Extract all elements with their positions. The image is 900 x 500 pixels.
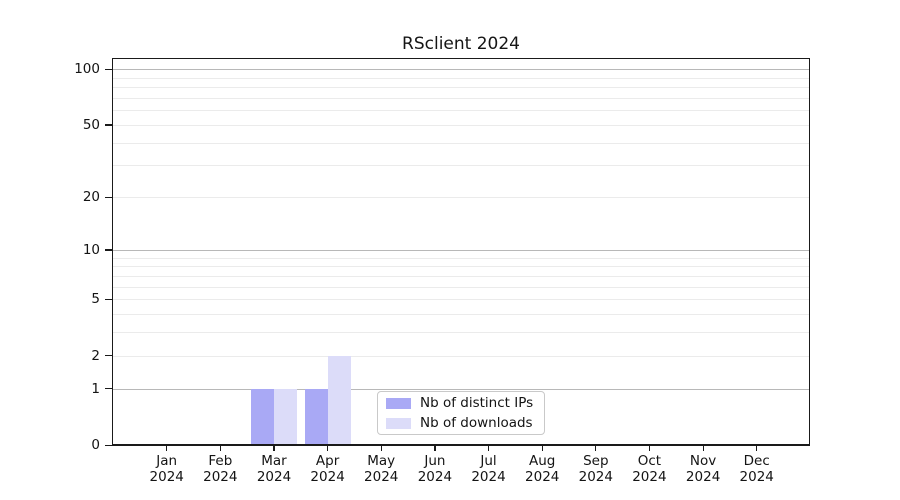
bar-apr-distinct-ips: [304, 388, 328, 445]
y-tick-mark: [105, 444, 112, 446]
x-tick-mark: [434, 445, 436, 451]
minor-gridline: [112, 197, 810, 199]
minor-gridline: [112, 77, 810, 79]
y-tick-label: 0: [91, 437, 100, 453]
y-tick-label: 100: [74, 61, 100, 78]
x-tick-label-jun: Jun 2024: [417, 453, 453, 485]
x-tick-label-jul: Jul 2024: [471, 453, 506, 485]
y-tick-label: 1: [91, 380, 100, 397]
minor-gridline: [112, 355, 810, 357]
y-tick-mark: [105, 388, 112, 390]
x-tick-mark: [380, 445, 382, 451]
y-tick-mark: [105, 124, 112, 126]
x-tick-mark: [487, 445, 490, 451]
x-tick-mark: [756, 445, 758, 451]
legend-label-distinct-ips: Nb of distinct IPs: [420, 395, 534, 411]
legend-label-downloads: Nb of downloads: [420, 415, 533, 431]
minor-gridline: [112, 124, 810, 126]
plot-area: 0 1 2 5 10 20 50 100 Jan 2024 Feb 2024 Mar 2024 Ap…: [74, 58, 811, 484]
legend-row-downloads: Nb of downloads: [386, 415, 536, 431]
x-tick-mark: [541, 445, 543, 451]
x-tick-label-feb: Feb 2024: [203, 453, 238, 485]
bar-mar-downloads: [274, 388, 297, 445]
y-tick-mark: [105, 298, 112, 300]
x-tick-mark: [595, 445, 597, 451]
major-gridline: [112, 388, 810, 390]
x-tick-label-nov: Nov 2024: [685, 453, 721, 485]
minor-gridline: [112, 266, 810, 268]
x-tick-label-oct: Oct 2024: [632, 453, 667, 485]
minor-gridline: [112, 286, 810, 288]
x-tick-label-sep: Sep 2024: [578, 453, 613, 485]
x-tick-label-mar: Mar 2024: [256, 453, 292, 485]
x-tick-mark: [648, 445, 651, 451]
y-tick-mark: [105, 249, 112, 251]
x-tick-label-jan: Jan 2024: [149, 453, 184, 485]
x-tick-label-apr: Apr 2024: [310, 453, 345, 485]
y-tick-label: 20: [82, 189, 100, 206]
minor-gridline: [112, 332, 810, 334]
distinct-ips-swatch-icon: [386, 397, 411, 409]
minor-gridline: [112, 87, 810, 89]
major-gridline: [112, 69, 810, 71]
major-gridline: [112, 249, 810, 251]
x-tick-mark: [166, 445, 168, 451]
x-tick-mark: [702, 445, 704, 451]
chart-title: RSclient 2024: [402, 34, 520, 54]
bar-apr-downloads: [327, 355, 351, 445]
minor-gridline: [112, 165, 810, 167]
y-tick-label: 50: [82, 116, 100, 133]
x-tick-mark: [273, 445, 275, 451]
x-tick-label-aug: Aug 2024: [525, 453, 560, 485]
y-tick-mark: [105, 196, 112, 198]
y-tick-label: 2: [91, 347, 100, 364]
legend-row-distinct-ips: Nb of distinct IPs: [386, 395, 536, 411]
downloads-swatch-icon: [386, 417, 411, 429]
right-spine: [809, 58, 811, 445]
x-axis-spine: [112, 444, 810, 446]
x-tick-label-may: May 2024: [364, 453, 399, 485]
legend: Nb of distinct IPs Nb of downloads: [377, 391, 545, 435]
minor-gridline: [112, 299, 810, 301]
minor-gridline: [112, 98, 810, 99]
minor-gridline: [112, 110, 810, 112]
minor-gridline: [112, 314, 810, 315]
x-tick-mark: [219, 445, 221, 451]
y-tick-mark: [105, 355, 112, 357]
y-tick-label: 10: [82, 241, 100, 258]
minor-gridline: [112, 257, 810, 259]
minor-gridline: [112, 142, 810, 144]
bar-mar-distinct-ips: [251, 388, 274, 445]
x-tick-mark: [327, 445, 329, 451]
y-tick-label: 5: [91, 291, 100, 308]
x-tick-label-dec: Dec 2024: [739, 453, 774, 485]
top-spine: [112, 58, 810, 60]
left-spine: [112, 58, 114, 445]
minor-gridline: [112, 275, 810, 277]
y-tick-mark: [105, 68, 112, 71]
